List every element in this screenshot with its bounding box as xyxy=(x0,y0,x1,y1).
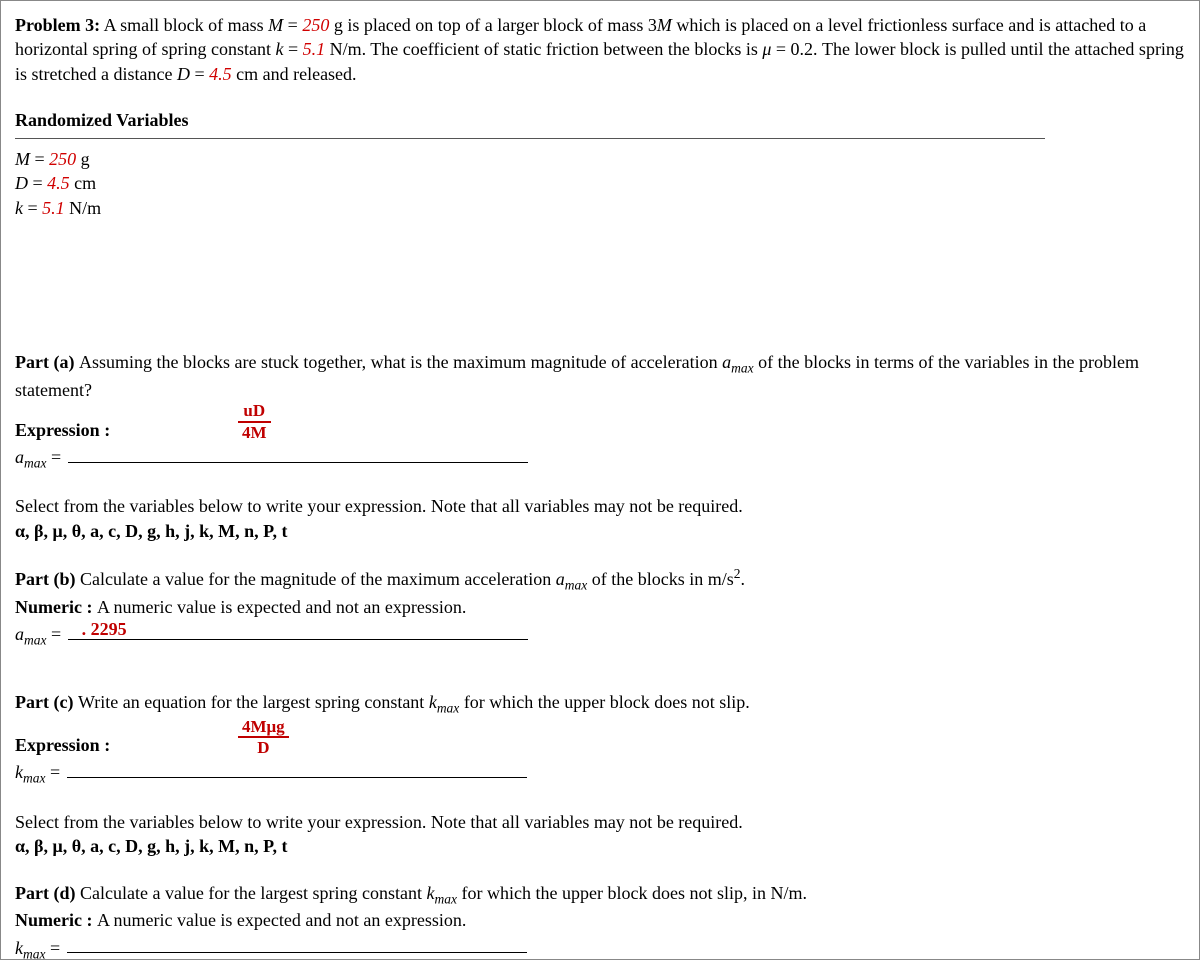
part-a-result-row: amax = xyxy=(15,442,1185,473)
k-value: 5.1 xyxy=(303,39,326,59)
part-b-title: Part (b) xyxy=(15,569,80,589)
a-sub: max xyxy=(731,361,754,376)
part-b: Part (b) Calculate a value for the magni… xyxy=(15,565,1185,595)
part-c: Part (c) Write an equation for the large… xyxy=(15,690,1185,718)
var-list-a: α, β, μ, θ, a, c, D, g, h, j, k, M, n, P… xyxy=(15,519,1185,543)
part-d: Part (d) Calculate a value for the large… xyxy=(15,881,1185,909)
result-a: a xyxy=(15,447,24,467)
hand-numerator-c: 4Mμg xyxy=(238,718,289,739)
var-line: k = 5.1 N/m xyxy=(15,196,1185,220)
divider xyxy=(15,138,1045,139)
part-c-title: Part (c) xyxy=(15,692,78,712)
text: = xyxy=(190,64,209,84)
text: cm and released. xyxy=(232,64,357,84)
text: Assuming the blocks are stuck together, … xyxy=(79,352,722,372)
answer-blank-d[interactable] xyxy=(67,933,527,954)
a-symbol: a xyxy=(722,352,731,372)
select-text-a: Select from the variables below to write… xyxy=(15,494,1185,518)
text: Calculate a value for the magnitude of t… xyxy=(80,569,556,589)
problem-page: Problem 3: A small block of mass M = 250… xyxy=(0,0,1200,960)
randomized-header: Randomized Variables xyxy=(15,108,1185,132)
part-c-result-row: kmax = xyxy=(15,757,1185,788)
part-d-title: Part (d) xyxy=(15,883,80,903)
answer-blank-b[interactable]: . 2295 xyxy=(68,619,528,640)
text: = xyxy=(283,39,302,59)
numeric-row-d: Numeric : A numeric value is expected an… xyxy=(15,908,1185,932)
select-text-c: Select from the variables below to write… xyxy=(15,810,1185,834)
hand-denominator: 4M xyxy=(238,423,271,442)
D-value: 4.5 xyxy=(209,64,232,84)
problem-statement: Problem 3: A small block of mass M = 250… xyxy=(15,13,1185,86)
numeric-row-b: Numeric : A numeric value is expected an… xyxy=(15,595,1185,619)
part-d-result-row: kmax = xyxy=(15,933,1185,963)
expression-label: Expression : xyxy=(15,420,110,440)
hand-denominator-c: D xyxy=(238,738,289,757)
var-line: M = 250 g xyxy=(15,147,1185,171)
part-c-expression-row: Expression : 4Mμg D xyxy=(15,718,1185,758)
numeric-label: Numeric : xyxy=(15,597,97,617)
handwritten-fraction-a: uD 4M xyxy=(238,402,271,442)
handwritten-value-b: . 2295 xyxy=(82,617,127,641)
handwritten-fraction-c: 4Mμg D xyxy=(238,718,289,758)
text: = xyxy=(283,15,302,35)
answer-blank-c[interactable] xyxy=(67,757,527,778)
var-list-c: α, β, μ, θ, a, c, D, g, h, j, k, M, n, P… xyxy=(15,834,1185,858)
part-a-expression-row: Expression : uD 4M xyxy=(15,402,1185,442)
expression-label-c: Expression : xyxy=(15,735,110,755)
problem-label: Problem 3: xyxy=(15,15,100,35)
hand-numerator: uD xyxy=(238,402,271,423)
var-line: D = 4.5 cm xyxy=(15,171,1185,195)
part-a: Part (a) Assuming the blocks are stuck t… xyxy=(15,350,1185,402)
part-a-title: Part (a) xyxy=(15,352,79,372)
part-b-result-row: amax = . 2295 xyxy=(15,619,1185,650)
text: g is placed on top of a larger block of … xyxy=(329,15,657,35)
text: A small block of mass xyxy=(100,15,268,35)
D-symbol: D xyxy=(177,64,190,84)
answer-blank-a[interactable] xyxy=(68,442,528,463)
mass-value: 250 xyxy=(302,15,329,35)
text: N/m. The coefficient of static friction … xyxy=(325,39,762,59)
mass-symbol2: M xyxy=(657,15,672,35)
variables-block: M = 250 g D = 4.5 cm k = 5.1 N/m xyxy=(15,147,1185,220)
mass-symbol: M xyxy=(268,15,283,35)
